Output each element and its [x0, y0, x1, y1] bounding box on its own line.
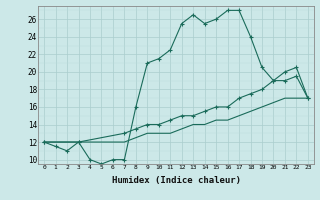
X-axis label: Humidex (Indice chaleur): Humidex (Indice chaleur): [111, 176, 241, 185]
